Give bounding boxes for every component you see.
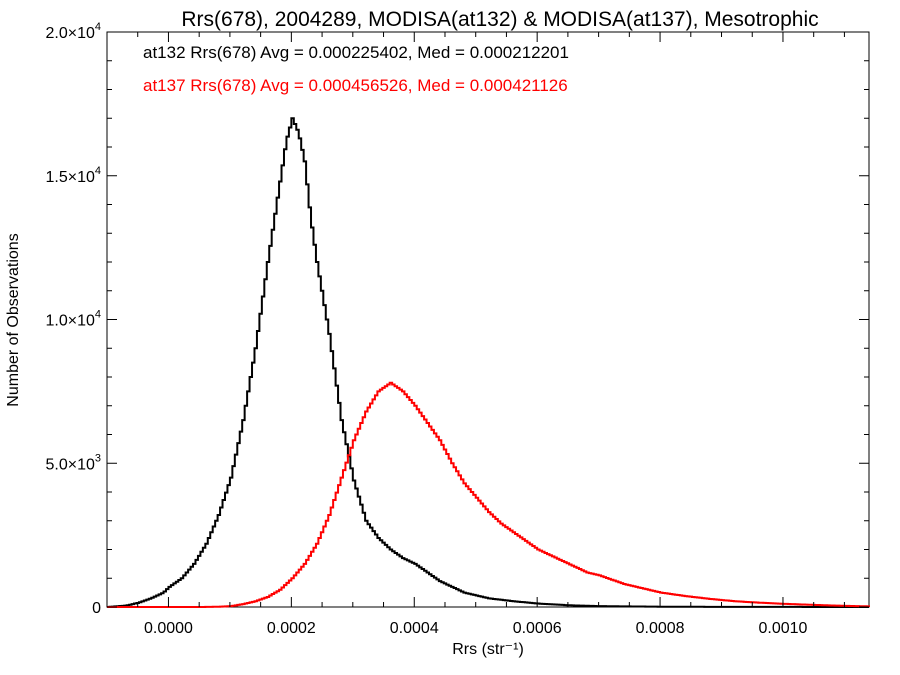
annotation-at132: at132 Rrs(678) Avg = 0.000225402, Med = … [143, 43, 569, 62]
x-tick-label: 0.0000 [144, 620, 193, 637]
plot-area-border [106, 31, 870, 608]
plot-frame [106, 31, 870, 608]
x-tick-label: 0.0008 [636, 620, 685, 637]
x-tick-label: 0.0002 [267, 620, 316, 637]
axis-layer: 0.0000 0.0002 0.0004 0.0006 0.0008 0.0010 0 5.0… [45, 21, 869, 637]
x-axis-label: Rrs (str⁻¹) [452, 641, 524, 658]
y-tick-label: 1.5×104 [45, 165, 101, 186]
series-line-at137 [107, 381, 870, 608]
x-tick-label: 0.0010 [758, 620, 807, 637]
y-tick-label: 0 [92, 600, 101, 617]
y-tick-label: 5.0×103 [45, 452, 101, 473]
annotation-at137: at137 Rrs(678) Avg = 0.000456526, Med = … [143, 76, 568, 95]
x-tick-label: 0.0006 [513, 620, 562, 637]
y-tick-label: 2.0×104 [45, 21, 101, 42]
x-tick-label: 0.0004 [390, 620, 439, 637]
series-line-at132 [107, 117, 869, 608]
series-layer [107, 117, 870, 608]
y-tick-label: 1.0×104 [45, 309, 101, 330]
chart-title: Rrs(678), 2004289, MODISA(at132) & MODIS… [181, 8, 818, 31]
y-axis-label: Number of Observations [5, 233, 22, 406]
